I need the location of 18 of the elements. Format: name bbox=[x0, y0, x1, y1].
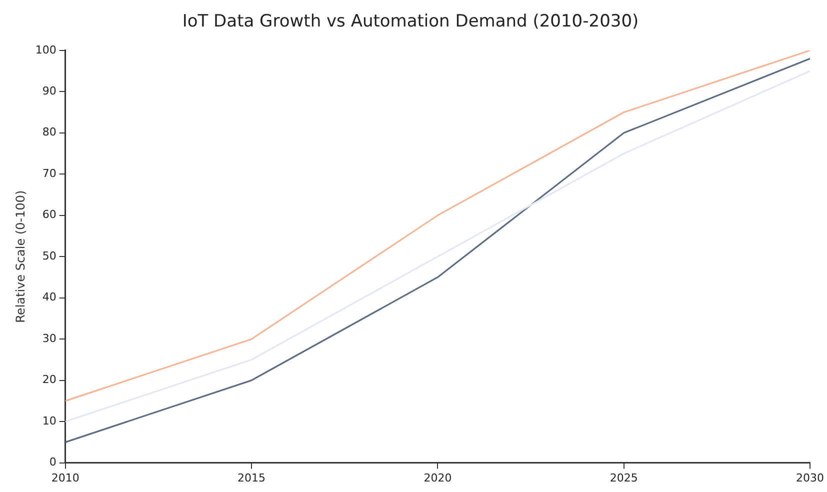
y-tick-label: 100 bbox=[35, 43, 56, 56]
x-tick-label: 2015 bbox=[238, 471, 266, 484]
y-tick-label: 20 bbox=[42, 373, 56, 386]
x-tick-label: 2030 bbox=[796, 471, 824, 484]
x-tick-label: 2020 bbox=[424, 471, 452, 484]
y-tick-label: 60 bbox=[42, 208, 56, 222]
y-tick-label: 40 bbox=[42, 290, 56, 304]
y-tick-label: 90 bbox=[42, 84, 56, 98]
chart-title: IoT Data Growth vs Automation Demand (2010-2030) bbox=[182, 12, 639, 32]
y-tick-label: 10 bbox=[42, 414, 56, 428]
y-tick-label: 50 bbox=[42, 249, 56, 262]
y-tick-label: 0 bbox=[49, 456, 56, 469]
y-tick-label: 70 bbox=[42, 166, 56, 180]
y-tick-label: 80 bbox=[42, 126, 56, 139]
x-tick-label: 2010 bbox=[51, 471, 80, 484]
x-tick-label: 2025 bbox=[610, 471, 638, 484]
y-tick-label: 30 bbox=[42, 332, 56, 345]
y-axis-title: Relative Scale (0-100) bbox=[13, 190, 28, 323]
